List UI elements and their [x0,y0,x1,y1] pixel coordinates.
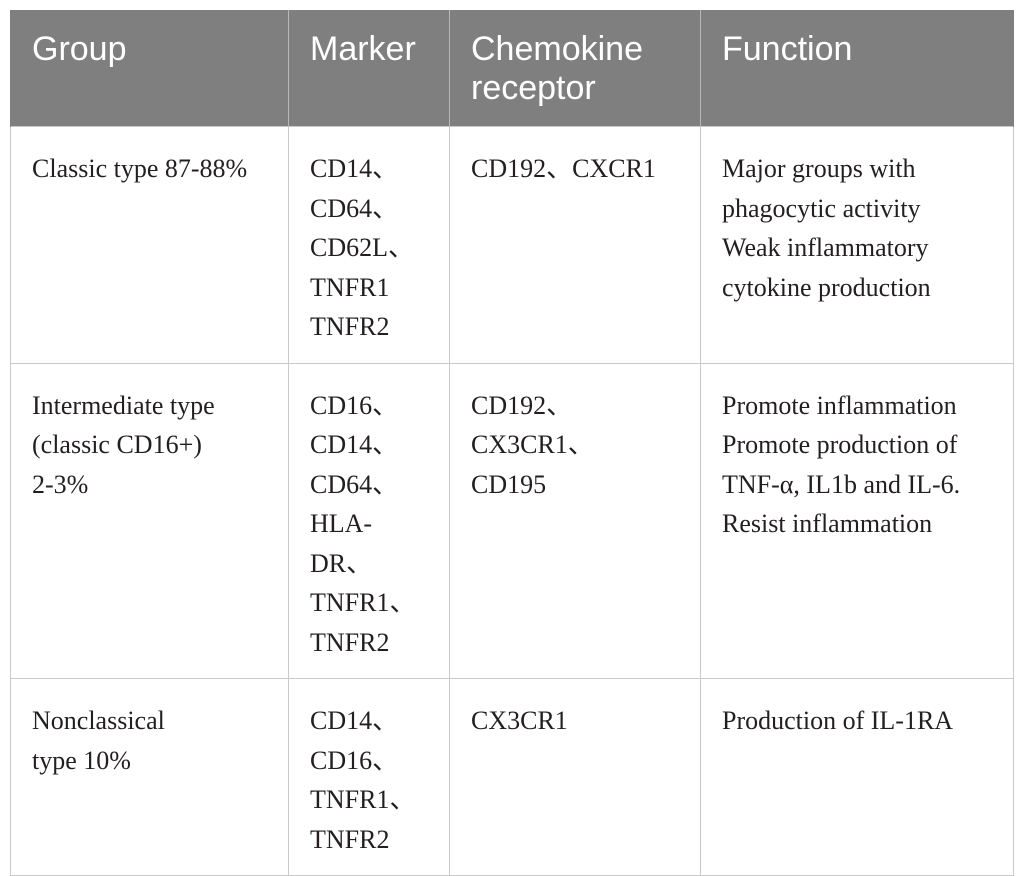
header-row: Group Marker Chemokine receptor Function [10,10,1014,127]
cell-line: Intermediate type [32,390,215,420]
cell-line: CD64、 [310,193,399,223]
cell-line: TNF-α, IL1b and IL-6. [722,469,961,499]
cell-function: Production of IL-1RA [700,678,1014,876]
cell-line: CX3CR1、 [471,430,594,459]
header-group: Group [10,10,289,127]
cell-line: CD16、 [310,390,399,420]
cell-line: phagocytic activity [722,193,921,223]
cell-line: Nonclassical [32,706,165,735]
cell-line: CX3CR1 [471,706,568,735]
cell-line: 2-3% [32,469,89,499]
cell-line: TNFR1、 [310,785,416,814]
cell-line: CD195 [471,469,547,499]
cell-line: Promote production of [722,430,958,459]
cell-line: CD62L、 [310,233,415,262]
cell-line: Promote inflammation [722,390,957,420]
cell-chemokine-receptor: CX3CR1 [449,678,701,876]
cell-line: Production of IL-1RA [722,706,954,735]
cell-line: HLA- [310,509,373,538]
cell-line: Major groups with [722,154,916,183]
cell-line: CD14、 [310,430,399,459]
header-function: Function [700,10,1014,127]
cell-line: type 10% [32,745,131,775]
cell-line: CD14、 [310,706,399,735]
cell-line: CD192、CXCR1 [471,154,656,183]
cell-line: CD64、 [310,469,399,499]
header-marker: Marker [288,10,450,127]
cell-group: Intermediate type (classic CD16+) 2-3% [10,362,289,679]
cell-group: Nonclassical type 10% [10,678,289,876]
cell-line: CD192、 [471,390,573,420]
table-header: Group Marker Chemokine receptor Function [10,10,1014,127]
cell-marker: CD16、 CD14、 CD64、 HLA- DR、 TNFR1、 TNFR2 [288,362,450,679]
cell-line: CD14、 [310,154,399,183]
table-body: Classic type 87-88% CD14、 CD64、 CD62L、 T… [10,126,1014,876]
header-chemokine-label-line2: receptor [471,69,596,107]
cell-marker: CD14、 CD16、 TNFR1、 TNFR2 [288,678,450,876]
cell-line: TNFR2 [310,312,390,341]
cell-line: Weak inflammatory [722,233,929,262]
table-row: Nonclassical type 10% CD14、 CD16、 TNFR1、… [10,678,1014,876]
header-marker-label: Marker [310,30,416,68]
table-row: Intermediate type (classic CD16+) 2-3% C… [10,362,1014,679]
cell-marker: CD14、 CD64、 CD62L、 TNFR1 TNFR2 [288,126,450,364]
cell-chemokine-receptor: CD192、 CX3CR1、 CD195 [449,362,701,679]
cell-group: Classic type 87-88% [10,126,289,364]
monocyte-subset-table: Group Marker Chemokine receptor Function… [10,10,1014,876]
cell-line: DR、 [310,548,373,578]
cell-line: Resist inflammation [722,509,933,538]
header-chemokine-label-line1: Chemokine [471,30,643,68]
header-chemokine-receptor: Chemokine receptor [449,10,701,127]
cell-line: Classic type 87-88% [32,154,248,183]
cell-line: TNFR2 [310,627,390,657]
cell-line: TNFR1 [310,272,390,302]
cell-function: Promote inflammation Promote production … [700,362,1014,679]
cell-chemokine-receptor: CD192、CXCR1 [449,126,701,364]
cell-line: CD16、 [310,745,399,775]
header-function-label: Function [722,30,853,68]
table-row: Classic type 87-88% CD14、 CD64、 CD62L、 T… [10,126,1014,364]
cell-line: cytokine production [722,272,931,302]
header-group-label: Group [32,30,127,68]
cell-line: (classic CD16+) [32,430,202,459]
cell-line: TNFR1、 [310,588,416,617]
cell-line: TNFR2 [310,824,390,854]
cell-function: Major groups with phagocytic activity We… [700,126,1014,364]
